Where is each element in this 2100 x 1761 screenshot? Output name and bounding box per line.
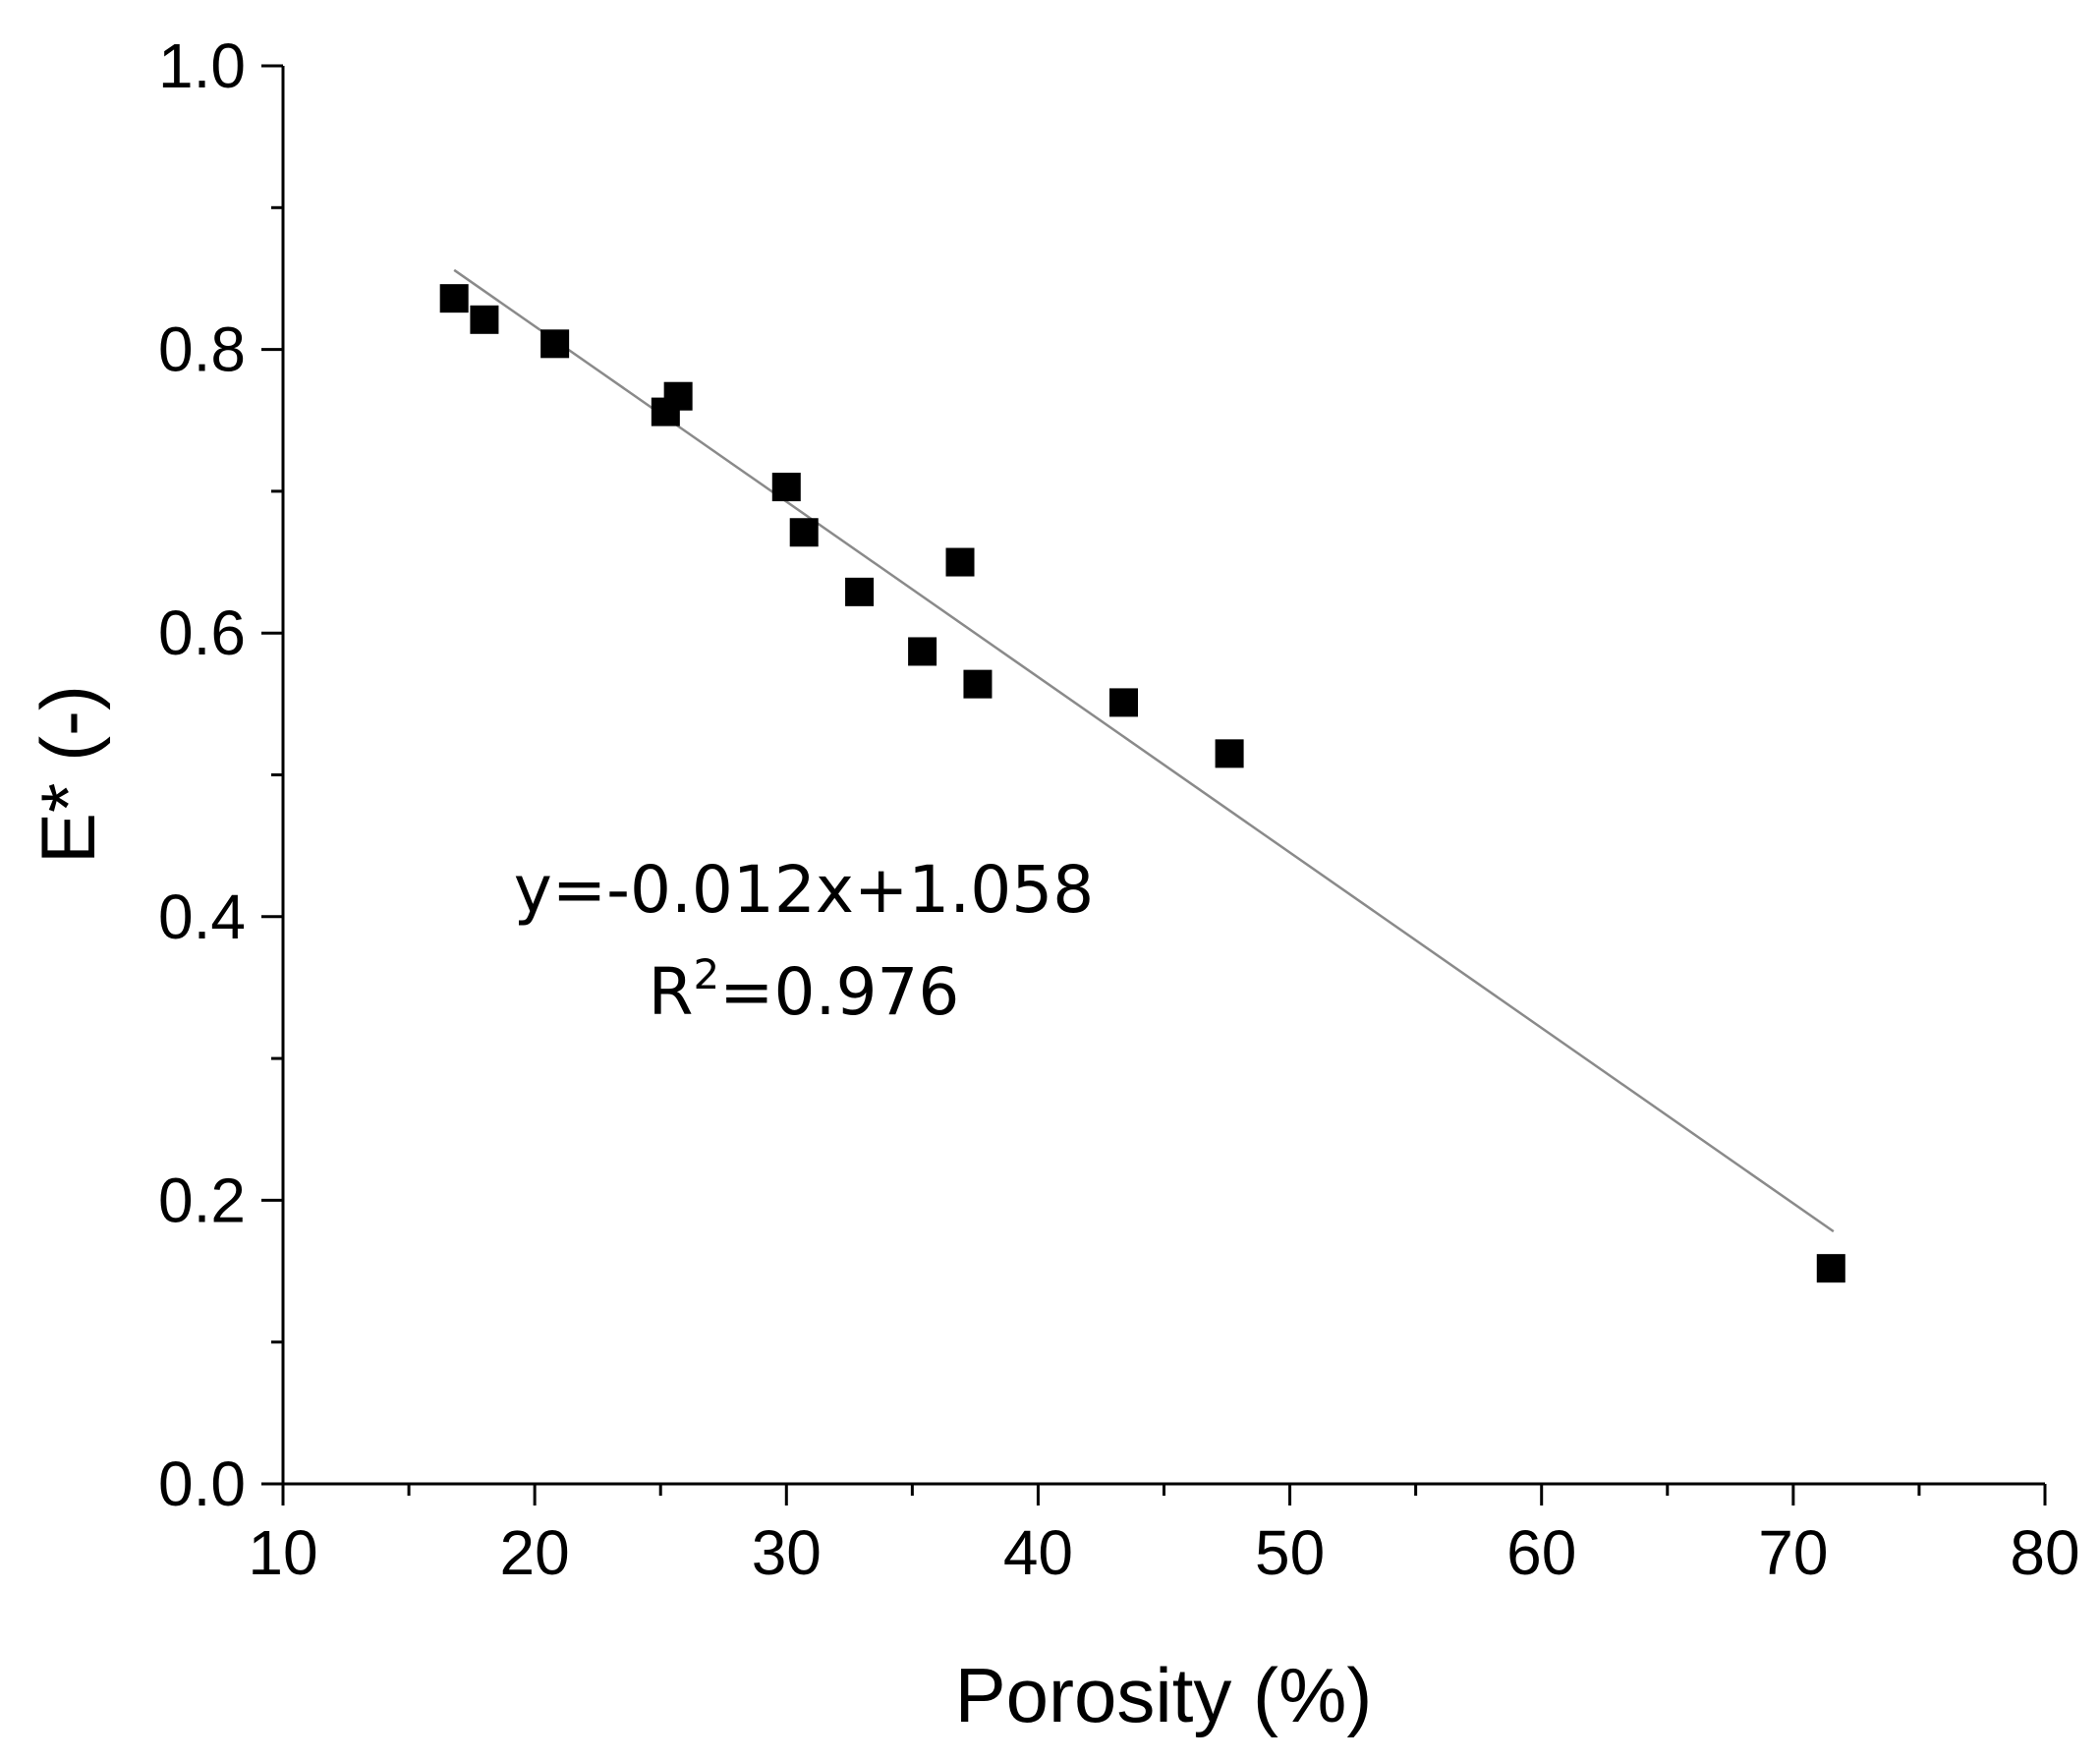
x-tick-label: 10 xyxy=(248,1517,317,1588)
data-point xyxy=(845,577,875,606)
y-tick-label: 0.8 xyxy=(158,314,246,385)
r-squared-label: R2=0.976 xyxy=(649,950,960,1030)
x-tick-label: 60 xyxy=(1506,1517,1576,1588)
x-tick-label: 30 xyxy=(752,1517,822,1588)
x-tick-label: 80 xyxy=(2010,1517,2079,1588)
regression-annotation: y=-0.012x+1.058 R2=0.976 xyxy=(514,852,1094,1030)
data-point xyxy=(1816,1254,1845,1283)
tick-labels: 10 20 30 40 50 60 70 80 0.0 0.2 0.4 0.6 0.8 1.0 xyxy=(158,30,2080,1588)
r-squared-prefix: R xyxy=(649,954,694,1030)
data-point xyxy=(908,637,937,666)
y-tick-label: 0.6 xyxy=(158,597,246,668)
x-axis-title: Porosity (%) xyxy=(955,1652,1373,1738)
r-squared-value: =0.976 xyxy=(719,954,959,1030)
x-tick-label: 50 xyxy=(1255,1517,1325,1588)
axes xyxy=(281,66,2045,1486)
equation-label: y=-0.012x+1.058 xyxy=(514,852,1094,928)
data-point xyxy=(1215,739,1244,768)
r-squared-superscript: 2 xyxy=(693,950,719,998)
data-point xyxy=(789,518,819,547)
y-tick-label: 0.2 xyxy=(158,1165,246,1235)
y-axis-title: E* (-) xyxy=(25,685,111,864)
x-tick-label: 70 xyxy=(1758,1517,1828,1588)
y-tick-label: 1.0 xyxy=(158,30,246,101)
data-point xyxy=(470,305,499,334)
data-point xyxy=(963,669,993,699)
regression-line xyxy=(453,268,1835,1233)
data-point xyxy=(771,473,801,502)
ticks xyxy=(261,64,2047,1505)
x-tick-label: 40 xyxy=(1003,1517,1073,1588)
data-point xyxy=(540,329,570,359)
data-point xyxy=(439,284,469,313)
x-tick-label: 20 xyxy=(500,1517,570,1588)
data-point xyxy=(1109,688,1139,717)
y-tick-label: 0.4 xyxy=(158,881,246,952)
y-tick-label: 0.0 xyxy=(158,1449,246,1519)
data-point xyxy=(663,381,693,411)
data-point xyxy=(945,547,975,577)
data-points xyxy=(439,284,1845,1283)
